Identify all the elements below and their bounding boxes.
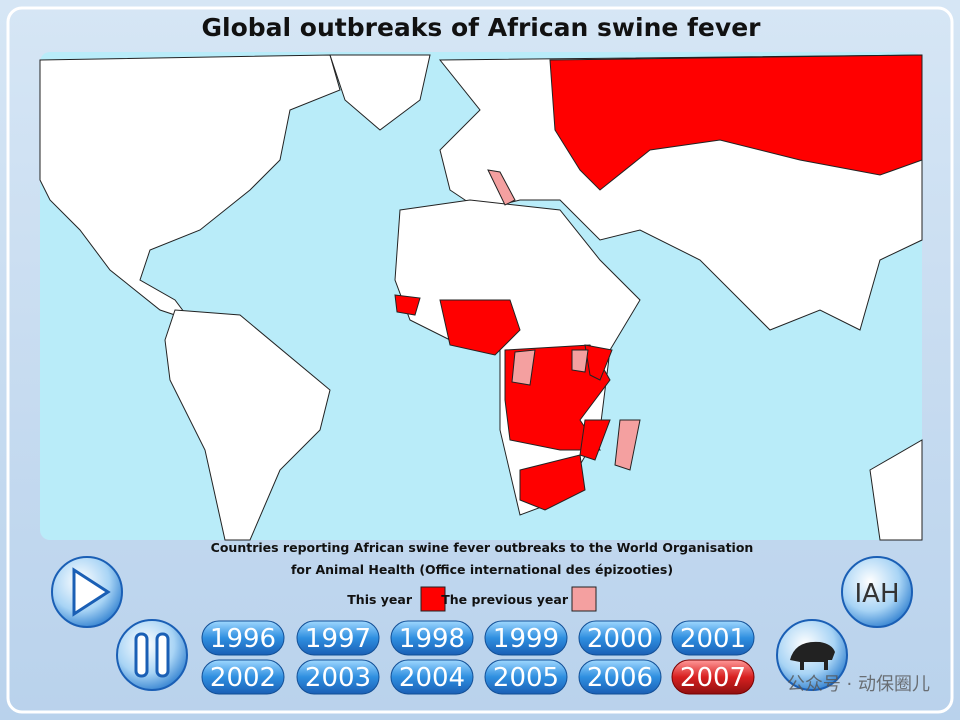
button-shape	[296, 620, 380, 656]
year-button[interactable]: 2004	[390, 659, 474, 695]
year-button[interactable]: 1997	[296, 620, 380, 656]
button-shape	[201, 659, 285, 695]
year-button[interactable]: 1999	[484, 620, 568, 656]
year-label: 1999	[493, 624, 559, 654]
world-map	[39, 52, 923, 541]
year-button[interactable]: 2000	[578, 620, 662, 656]
pig-button[interactable]	[776, 619, 848, 691]
legend-label: The previous year	[441, 592, 569, 607]
year-button[interactable]: 2002	[201, 659, 285, 695]
year-label: 1996	[210, 624, 276, 654]
year-label: 2003	[305, 663, 371, 693]
iah-logo[interactable]: IAH	[841, 556, 913, 628]
button-shape	[390, 620, 474, 656]
button-shape	[201, 620, 285, 656]
year-label: 2006	[587, 663, 653, 693]
button-shape	[390, 659, 474, 695]
play-button[interactable]	[51, 556, 123, 628]
button-shape	[484, 620, 568, 656]
year-button[interactable]: 2005	[484, 659, 568, 695]
caption: Countries reporting African swine fever …	[211, 540, 754, 555]
year-button[interactable]: 2003	[296, 659, 380, 695]
button-shape	[484, 659, 568, 695]
legend-label: This year	[347, 592, 413, 607]
logo-text: IAH	[854, 579, 899, 609]
year-button[interactable]: 2006	[578, 659, 662, 695]
year-button[interactable]: 2007	[671, 659, 755, 695]
year-label: 2001	[680, 624, 746, 654]
year-label: 2004	[399, 663, 465, 693]
button-shape	[296, 659, 380, 695]
legend-swatch	[420, 586, 446, 612]
year-button[interactable]: 1996	[201, 620, 285, 656]
title: Global outbreaks of African swine fever	[202, 13, 762, 42]
year-label: 2002	[210, 663, 276, 693]
year-label: 2007	[680, 663, 746, 693]
button-shape	[578, 620, 662, 656]
legend-swatch	[571, 586, 597, 612]
year-button[interactable]: 1998	[390, 620, 474, 656]
button-shape	[671, 659, 755, 695]
frame	[6, 6, 954, 714]
button-shape	[578, 659, 662, 695]
caption: for Animal Health (Office international …	[291, 562, 673, 577]
button-shape	[671, 620, 755, 656]
year-label: 1998	[399, 624, 465, 654]
watermark: 公众号 · 动保圈儿	[787, 674, 930, 695]
year-label: 1997	[305, 624, 371, 654]
year-label: 2005	[493, 663, 559, 693]
year-label: 2000	[587, 624, 653, 654]
year-button[interactable]: 2001	[671, 620, 755, 656]
pause-button[interactable]	[116, 619, 188, 691]
